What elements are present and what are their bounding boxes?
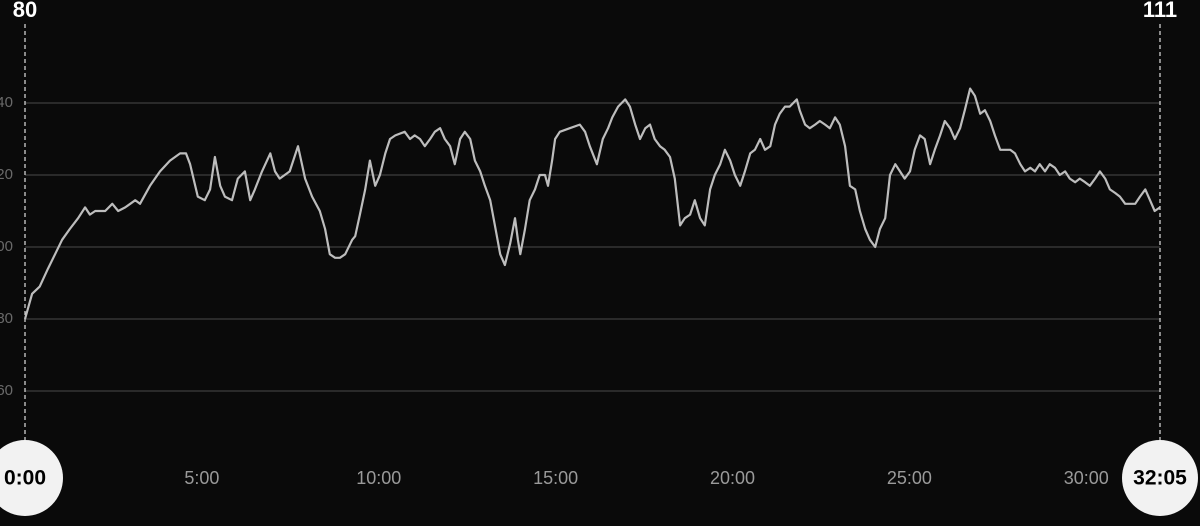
y-tick-label: 100 (0, 238, 13, 255)
marker-value: 111 (1143, 0, 1177, 22)
y-tick-label: 120 (0, 166, 13, 183)
marker-value: 80 (13, 0, 37, 22)
time-bubble (0, 440, 63, 516)
x-tick-label: 5:00 (184, 468, 219, 488)
x-tick-label: 25:00 (887, 468, 932, 488)
time-bubble (1122, 440, 1198, 516)
y-tick-label: 60 (0, 382, 13, 399)
heart-rate-line (23, 87, 1161, 320)
y-tick-label: 140 (0, 94, 13, 111)
x-tick-label: 30:00 (1064, 468, 1109, 488)
y-tick-label: 80 (0, 310, 13, 327)
x-tick-label: 15:00 (533, 468, 578, 488)
x-tick-label: 0:00 (4, 467, 46, 490)
x-tick-label: 20:00 (710, 468, 755, 488)
x-tick-label: 10:00 (356, 468, 401, 488)
x-tick-label: 32:05 (1133, 467, 1187, 490)
